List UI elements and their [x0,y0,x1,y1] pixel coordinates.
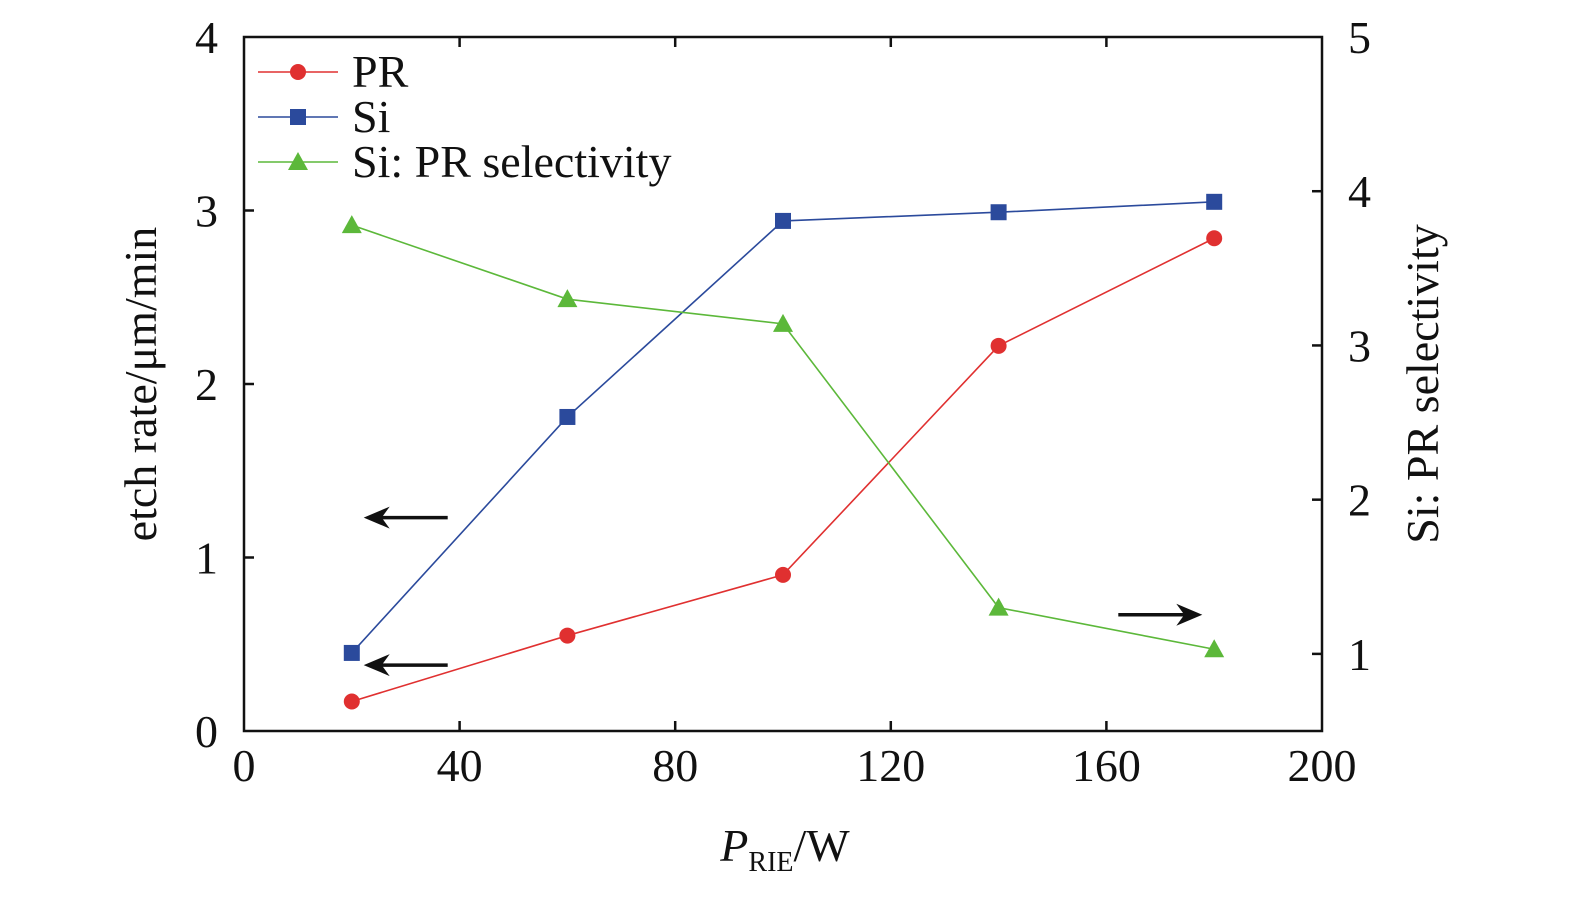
y-right-tick-label: 3 [1348,320,1371,371]
data-point-pr [1206,230,1223,247]
x-tick-label: 200 [1288,740,1357,791]
y-left-tick-label: 2 [195,359,218,410]
y-right-tick-label: 2 [1348,475,1371,526]
legend-item-si-pr-selectivity: Si: PR selectivity [258,136,671,187]
data-point-si-pr-selectivity [557,289,578,308]
x-tick-label: 120 [856,740,925,791]
data-point-si [1206,193,1223,210]
data-point-si [343,644,360,661]
legend-marker [290,64,306,80]
data-point-pr [990,337,1007,354]
arrow-left-indicator [363,654,448,677]
data-point-si-pr-selectivity [773,313,793,332]
x-axis-title-unit: /W [794,820,851,871]
data-point-pr [559,627,576,644]
x-tick-label: 0 [233,740,256,791]
y-left-tick-label: 4 [195,12,218,63]
annotation-arrows [363,506,1203,677]
arrow-head [1176,603,1203,626]
y-left-tick-label: 1 [195,533,218,584]
series-line-si-pr-selectivity [351,224,1215,651]
legend-item-pr: PR [258,46,409,97]
y-right-axis-ticks: 1 2 3 4 5 [1312,12,1371,680]
data-point-si-pr-selectivity [988,597,1009,616]
legend-label: Si [352,91,390,142]
x-tick-label: 160 [1072,740,1141,791]
y-left-tick-label: 0 [195,706,218,757]
series-line-pr [351,237,1215,703]
data-point-si [775,212,791,229]
arrow-head [363,506,390,529]
x-axis-title-symbol: P [719,820,748,871]
y-left-axis-title: etch rate/μm/min [115,227,166,542]
legend-marker [288,152,308,170]
y-left-tick-label: 3 [195,186,218,237]
data-point-pr [343,693,360,710]
arrow-right-indicator [1118,603,1203,626]
data-point-si [990,204,1007,221]
arrow-head [363,654,390,677]
data-point-si [559,408,576,425]
legend-item-si: Si [258,91,390,142]
arrow-left-indicator [363,506,448,529]
y-right-axis-title: Si: PR selectivity [1397,224,1448,543]
data-point-pr [775,566,791,583]
y-right-tick-label: 1 [1348,629,1371,680]
x-axis-ticks: 0 40 80 120 160 200 [233,37,1357,791]
y-right-tick-label: 4 [1348,166,1371,217]
series-si-pr-selectivity [341,215,1225,658]
legend-label: PR [352,46,409,97]
x-tick-label: 40 [437,740,483,791]
data-point-si-pr-selectivity [341,215,362,234]
x-axis-title: PRIE/W [719,820,850,878]
series-layer [341,193,1225,710]
data-point-si-pr-selectivity [1204,639,1225,658]
y-right-tick-label: 5 [1348,12,1371,63]
x-tick-label: 80 [652,740,698,791]
y-left-axis-ticks: 0 1 2 3 4 [195,12,254,757]
series-pr [343,230,1223,710]
series-si [343,193,1223,661]
x-axis-title-subscript: RIE [748,847,793,878]
legend-marker [290,109,306,125]
legend-label: Si: PR selectivity [352,136,671,187]
